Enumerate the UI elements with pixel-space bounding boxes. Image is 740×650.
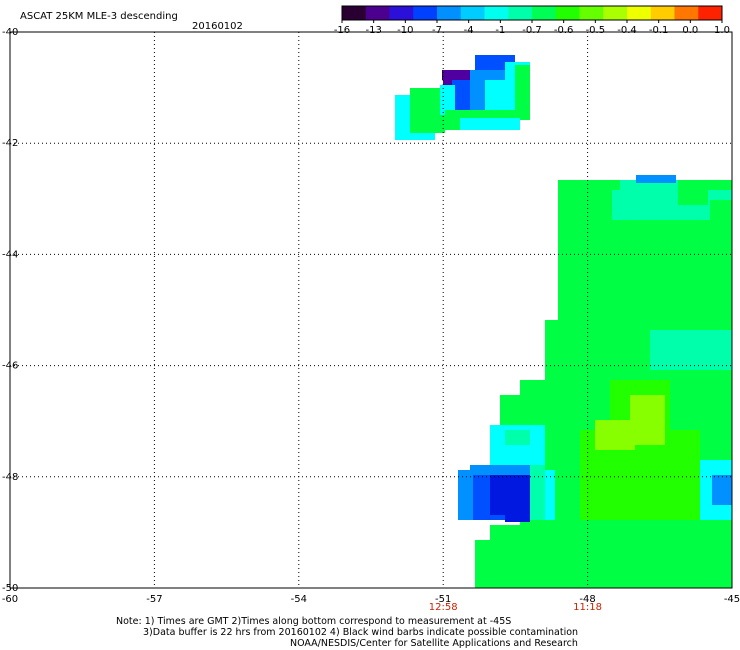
data-cell xyxy=(636,175,676,183)
colorbar-swatch xyxy=(627,6,652,20)
data-cell xyxy=(680,520,732,588)
x-tick-label: -51 xyxy=(435,594,451,605)
colorbar-tick-label: 1.0 xyxy=(714,25,730,36)
colorbar-tick-label: -13 xyxy=(365,25,381,36)
colorbar-swatch xyxy=(389,6,414,20)
y-tick-label: -42 xyxy=(2,138,18,149)
colorbar-tick-label: -0.4 xyxy=(617,25,637,36)
footer-note-3: NOAA/NESDIS/Center for Satellite Applica… xyxy=(290,638,578,649)
data-cell xyxy=(595,215,615,275)
data-cell xyxy=(545,320,558,588)
y-tick-label: -44 xyxy=(2,249,18,260)
colorbar-swatch xyxy=(460,6,485,20)
footer-note-2: 3)Data buffer is 22 hrs from 20160102 4)… xyxy=(143,627,579,638)
colorbar-tick-label: -0.1 xyxy=(649,25,669,36)
colorbar-tick-label: -0.6 xyxy=(554,25,574,36)
colorbar-tick-label: -7 xyxy=(432,25,442,36)
axis-labels: -60 -57 -54 -51 -48 -45 -40 -42 -44 -46 -48 -50 12:5… xyxy=(2,27,740,613)
data-cell xyxy=(650,330,732,370)
colorbar-tick-label: -16 xyxy=(334,25,350,36)
data-cell xyxy=(505,510,530,522)
colorbar-swatch xyxy=(437,6,462,20)
pass-time-label: 12:58 xyxy=(429,602,458,613)
x-tick-label: -57 xyxy=(146,594,162,605)
colorbar-tick-label: -0.7 xyxy=(522,25,542,36)
colorbar-swatch xyxy=(603,6,628,20)
y-tick-label: -48 xyxy=(2,472,18,483)
data-cell xyxy=(470,465,545,475)
data-layer xyxy=(395,55,732,588)
map-title: ASCAT 25KM MLE-3 descending xyxy=(20,11,178,22)
colorbar-swatch xyxy=(555,6,580,20)
data-cell xyxy=(710,200,732,310)
map-frame xyxy=(9,31,733,589)
x-tick-label: -45 xyxy=(724,594,740,605)
data-cell xyxy=(712,475,732,505)
data-cell xyxy=(515,65,530,120)
y-tick-label: -46 xyxy=(2,361,18,372)
colorbar-swatch xyxy=(650,6,675,20)
data-cell xyxy=(410,88,445,133)
data-cell xyxy=(530,465,545,520)
data-cell xyxy=(505,430,530,445)
map-date: 20160102 xyxy=(192,21,243,32)
colorbar-swatch xyxy=(342,6,367,20)
footer-note-1: Note: 1) Times are GMT 2)Times along bot… xyxy=(116,616,512,627)
colorbar-swatch xyxy=(674,6,699,20)
pass-time-label: 11:18 xyxy=(573,602,602,613)
colorbar-swatch xyxy=(484,6,509,20)
data-cell xyxy=(678,180,708,205)
colorbar-swatch xyxy=(508,6,533,20)
colorbar-tick-label: -0.5 xyxy=(586,25,606,36)
data-cell xyxy=(520,530,540,545)
data-cell xyxy=(475,540,635,588)
colorbar-swatch xyxy=(365,6,390,20)
colorbar: -16 -13 -10 -7 -4 -1 -0.7 -0.6 -0.5 -0.4 -0.1 0.0 1.… xyxy=(334,5,730,36)
data-cell xyxy=(440,85,455,115)
data-cell xyxy=(490,475,530,515)
x-tick-label: -48 xyxy=(579,594,595,605)
data-cell xyxy=(630,395,665,445)
y-tick-label: -50 xyxy=(2,583,18,594)
data-cell xyxy=(660,560,680,588)
colorbar-tick-label: 0.0 xyxy=(682,25,698,36)
data-cell xyxy=(500,395,520,430)
colorbar-tick-label: -1 xyxy=(495,25,505,36)
colorbar-tick-label: -4 xyxy=(464,25,474,36)
data-cell xyxy=(575,260,595,360)
colorbar-swatch xyxy=(579,6,604,20)
data-cell xyxy=(620,180,680,190)
data-cell xyxy=(595,420,635,450)
colorbar-tick-label: -10 xyxy=(397,25,413,36)
colorbar-swatch xyxy=(532,6,557,20)
colorbar-swatch xyxy=(698,6,723,20)
data-cell xyxy=(460,118,520,130)
data-cell xyxy=(458,470,473,520)
colorbar-swatch xyxy=(413,6,438,20)
x-tick-label: -54 xyxy=(291,594,307,605)
y-tick-label: -40 xyxy=(2,27,18,38)
x-tick-label: -60 xyxy=(2,594,18,605)
